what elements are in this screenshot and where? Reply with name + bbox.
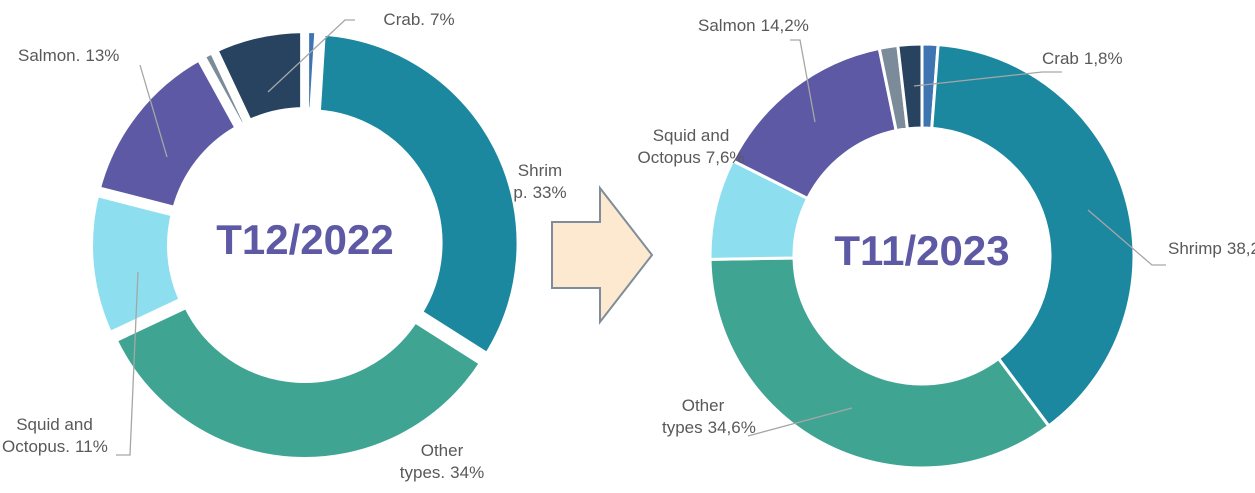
slice (208, 25, 309, 129)
value-label: 34% (450, 463, 485, 482)
slice-label: Salmon 14,2% (698, 15, 809, 37)
slice-label: Squid and Octopus. 11% (2, 414, 108, 458)
slice (107, 299, 490, 465)
category-label: Salmon (698, 16, 756, 35)
leader-line (1087, 209, 1166, 266)
value-label: 7,6% (705, 148, 745, 167)
center-label: T11/2023 (834, 227, 1009, 274)
category-label: Other types. (399, 441, 464, 482)
category-label: Other types (662, 396, 725, 437)
value-label: 34,6% (707, 418, 756, 437)
slice (896, 42, 924, 131)
center-label: T12/2022 (216, 216, 393, 263)
category-label: Shrimp (1168, 239, 1222, 258)
value-label: 33% (532, 183, 567, 202)
slice (930, 43, 1136, 429)
value-label: 11% (75, 437, 108, 456)
slice-label: Salmon. 13% (18, 45, 119, 67)
slice-label: Squid and Octopus 7,6% (636, 125, 746, 169)
leader-line (913, 71, 1062, 87)
value-label: 13% (85, 46, 120, 65)
category-label: Crab. (383, 10, 425, 29)
category-label: Squid and Octopus (637, 126, 730, 167)
slice-label: Shrim p. 33% (500, 160, 580, 204)
category-label: Salmon. (18, 46, 81, 65)
value-label: 1,8% (1083, 49, 1123, 68)
category-label: Shrim p. (513, 161, 563, 202)
category-label: Squid and Octopus. (2, 415, 93, 456)
slice-label: Crab. 7% (364, 9, 474, 31)
value-label: 38,2% (1226, 239, 1255, 258)
value-label: 7% (430, 10, 455, 29)
leader-line (790, 39, 816, 123)
slice (708, 256, 1051, 470)
slice-label: Other types. 34% (382, 440, 502, 484)
leader-line (747, 407, 853, 437)
slice-label: Crab 1,8% (1042, 48, 1123, 70)
leader-line (116, 271, 139, 456)
slice-label: Other types 34,6% (662, 395, 756, 439)
leader-line (139, 64, 168, 158)
leader-line (267, 19, 355, 93)
value-label: 14,2% (760, 16, 809, 35)
slice (312, 27, 525, 363)
category-label: Crab (1042, 49, 1079, 68)
arrow (551, 185, 654, 325)
